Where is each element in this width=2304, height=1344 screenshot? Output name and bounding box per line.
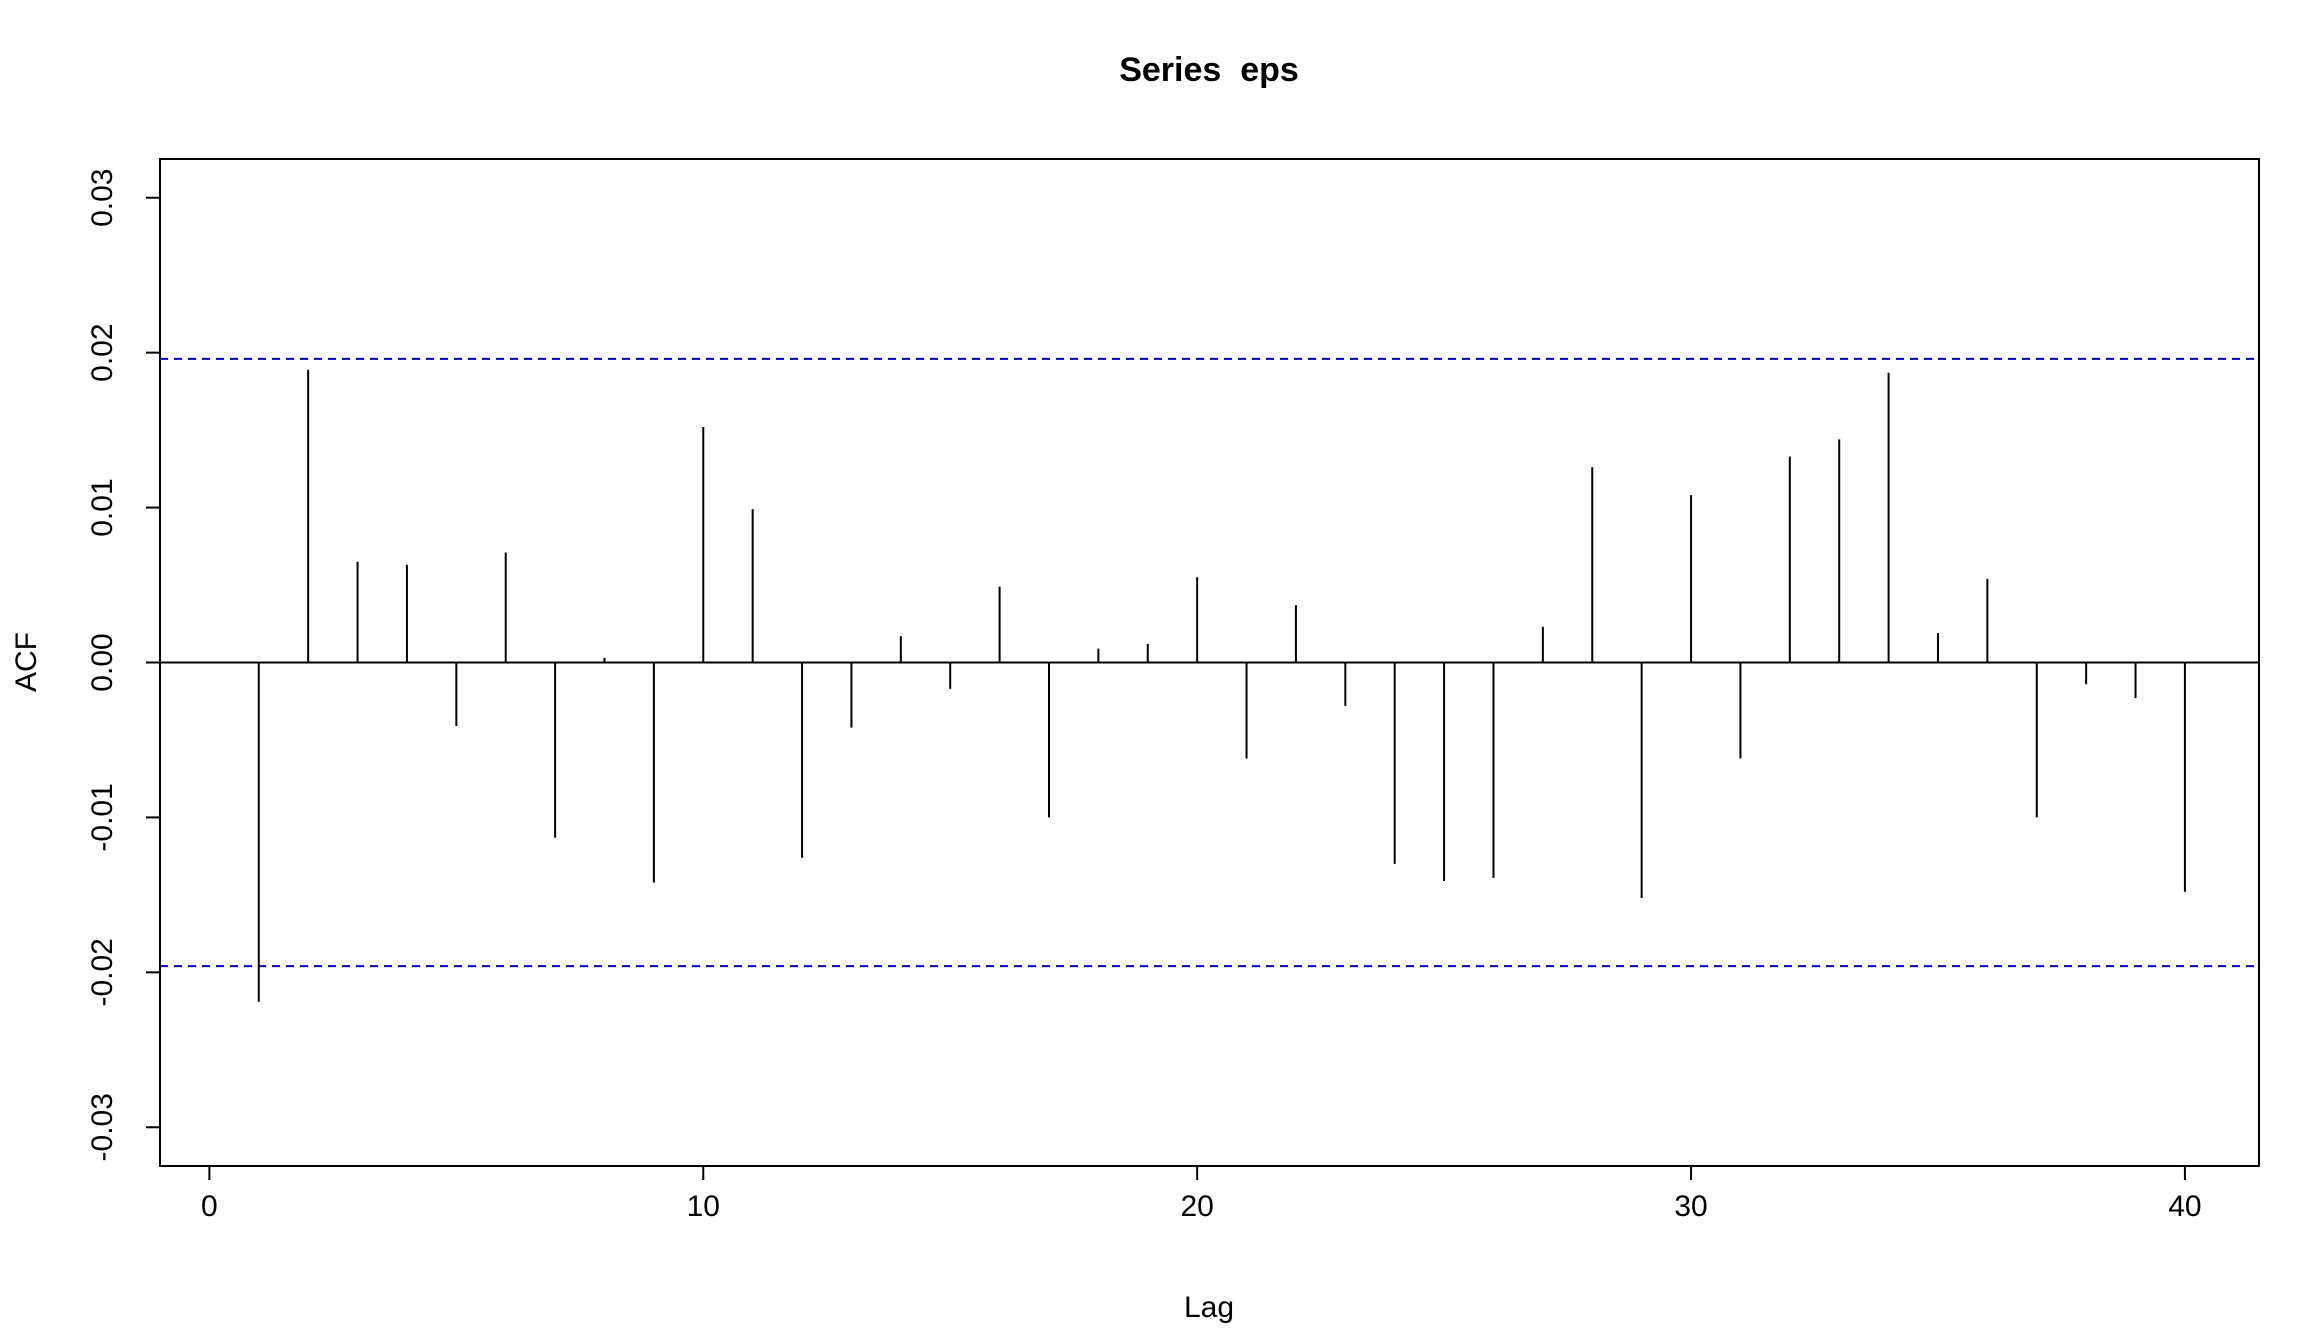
y-tick-label: -0.02 [86,938,119,1006]
x-axis: 0 10 20 30 40 [201,1165,2202,1223]
y-tick-label: -0.03 [86,1093,119,1161]
y-axis-title: ACF [10,632,43,692]
x-tick-label: 10 [687,1190,720,1223]
y-tick-label: 0.03 [86,169,119,227]
y-tick-label: 0.00 [86,633,119,691]
y-axis: -0.03 -0.02 -0.01 0.00 0.01 0.02 0.03 [86,169,161,1161]
chart-title: Series eps [1119,51,1299,89]
y-tick-label: -0.01 [86,783,119,851]
x-axis-title: Lag [1184,1291,1234,1324]
x-tick-label: 30 [1674,1190,1707,1223]
x-tick-label: 20 [1180,1190,1213,1223]
x-tick-label: 0 [201,1190,218,1223]
y-tick-label: 0.01 [86,478,119,536]
y-tick-label: 0.02 [86,323,119,381]
acf-bars [257,369,2186,1002]
x-tick-label: 40 [2168,1190,2201,1223]
